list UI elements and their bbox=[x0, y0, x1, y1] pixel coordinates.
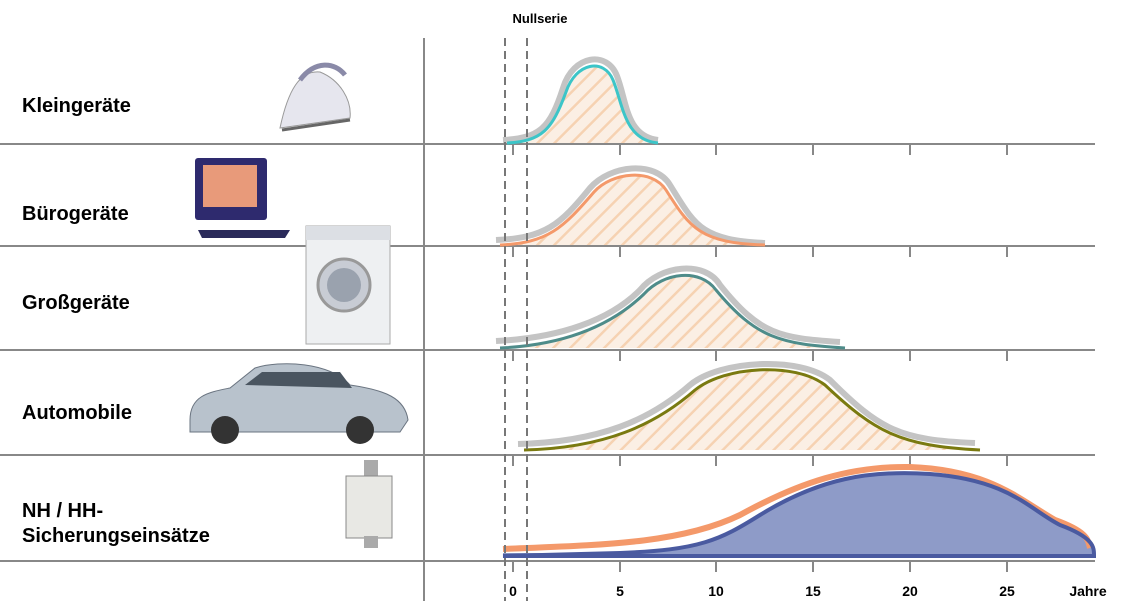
nullserie-label: Nullserie bbox=[513, 11, 568, 26]
row-label: NH / HH- bbox=[22, 500, 103, 522]
row-label: Kleingeräte bbox=[22, 95, 131, 117]
curve-buerogeraete bbox=[496, 168, 765, 245]
nullserie-lines bbox=[505, 38, 527, 601]
row-label: Sicherungseinsätze bbox=[22, 525, 210, 547]
curve-automobile bbox=[518, 364, 980, 450]
curve-sicherungen bbox=[503, 467, 1094, 556]
row-label: Großgeräte bbox=[22, 292, 130, 314]
x-axis: 0 5 10 15 20 25 bbox=[509, 583, 1015, 599]
fuse-icon bbox=[346, 460, 392, 548]
diagram: Nullserie Kleingeräte bbox=[0, 0, 1128, 601]
row-label: Bürogeräte bbox=[22, 203, 129, 225]
car-icon bbox=[190, 364, 408, 444]
x-tick-label: 5 bbox=[616, 583, 624, 599]
x-tick-label: 25 bbox=[999, 583, 1015, 599]
axis-unit: Jahre bbox=[1069, 583, 1107, 599]
washer-icon bbox=[306, 226, 390, 344]
iron-icon bbox=[280, 65, 350, 130]
curve-grossgeraete bbox=[496, 269, 845, 348]
x-tick-label: 10 bbox=[708, 583, 724, 599]
x-tick-label: 0 bbox=[509, 583, 517, 599]
x-tick-label: 20 bbox=[902, 583, 918, 599]
x-tick-label: 15 bbox=[805, 583, 821, 599]
monitor-icon bbox=[195, 158, 290, 238]
row-label: Automobile bbox=[22, 402, 132, 424]
